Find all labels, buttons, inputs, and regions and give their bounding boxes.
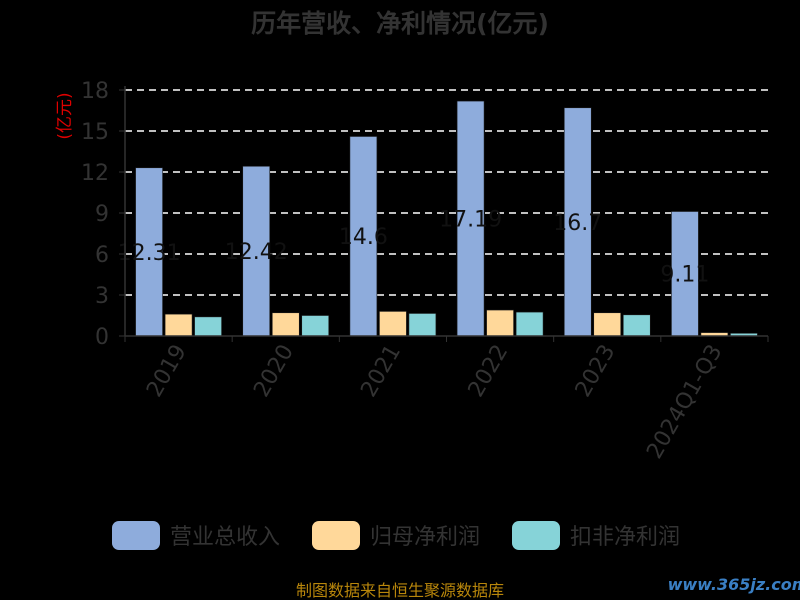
bar	[671, 211, 699, 337]
bar	[349, 136, 378, 337]
y-tick-label: 18	[81, 79, 109, 104]
bar	[622, 314, 651, 337]
data-label: 17.19	[439, 208, 502, 233]
y-axis-label: (亿元)	[55, 92, 75, 139]
bar	[194, 316, 222, 337]
x-tick-label: 2020	[249, 341, 299, 402]
data-label: 14.6	[339, 225, 388, 250]
data-label: 16.7	[553, 211, 602, 236]
axes	[124, 86, 769, 342]
bar	[593, 312, 622, 337]
legend-swatch	[512, 521, 560, 550]
bar	[271, 312, 300, 337]
x-tick-label: 2019	[142, 341, 192, 402]
x-axis-ticks: 2019 2020 2021 2022 2023 2024Q1-Q3	[142, 341, 727, 464]
bar	[379, 311, 407, 337]
legend: 营业总收入 归母净利润 扣非净利润	[112, 521, 680, 550]
watermark: www.365jz.com	[668, 575, 800, 594]
y-tick-label: 6	[95, 243, 109, 268]
bar	[242, 165, 271, 337]
legend-swatch	[112, 521, 160, 550]
chart-title: 历年营收、净利情况(亿元)	[251, 9, 549, 38]
bar	[408, 313, 437, 337]
legend-label: 扣非净利润	[570, 525, 680, 550]
data-label: 9.11	[660, 263, 709, 288]
legend-swatch	[312, 521, 360, 550]
y-tick-label: 3	[95, 284, 109, 309]
data-label: 12.42	[225, 240, 288, 265]
y-tick-label: 9	[95, 202, 109, 227]
data-labels: 12.31 12.42 14.6 17.19 16.7 9.11	[118, 208, 710, 288]
y-axis-ticks: 0 3 6 9 12 15 18	[81, 79, 125, 350]
bars	[135, 100, 758, 337]
bar	[164, 313, 193, 337]
y-tick-label: 0	[95, 325, 109, 350]
x-tick-label: 2021	[356, 341, 406, 402]
y-tick-label: 12	[81, 161, 109, 186]
source-note: 制图数据来自恒生聚源数据库	[296, 581, 504, 600]
data-label: 12.31	[118, 241, 181, 266]
x-tick-label: 2024Q1-Q3	[642, 341, 727, 464]
bar	[456, 100, 485, 337]
bar	[301, 315, 330, 337]
bar	[486, 309, 514, 337]
x-tick-label: 2023	[571, 341, 621, 402]
bar	[563, 107, 592, 337]
y-tick-label: 15	[81, 120, 109, 145]
legend-label: 归母净利润	[370, 525, 480, 550]
legend-label: 营业总收入	[170, 525, 280, 550]
x-tick-label: 2022	[464, 341, 514, 402]
bar	[515, 311, 544, 337]
